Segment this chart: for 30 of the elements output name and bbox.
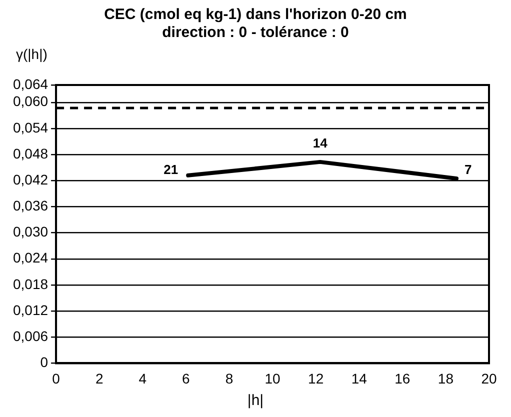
annotation: 14: [312, 136, 328, 151]
annotation: 21: [164, 162, 178, 177]
x-tick-label: 18: [438, 370, 454, 386]
y-tick-label: 0,060: [12, 93, 48, 110]
y-tick-label: 0,054: [12, 119, 48, 136]
x-tick-label: 6: [182, 370, 190, 386]
x-tick-label: 14: [351, 370, 368, 386]
chart-subtitle: direction : 0 - tolérance : 0: [161, 24, 350, 42]
x-tick-label: 20: [481, 370, 497, 386]
x-tick-label: 10: [264, 370, 281, 386]
chart-title: CEC (cmol eq kg-1) dans l'horizon 0-20 cm: [103, 6, 408, 24]
y-tick-label: 0,030: [12, 224, 48, 240]
y-tick-label: 0,042: [12, 171, 48, 188]
y-tick-label: 0,036: [12, 198, 48, 214]
annotation: 7: [464, 162, 472, 178]
x-tick-label: 4: [138, 370, 147, 386]
y-axis-title: γ(|h|): [16, 46, 48, 62]
x-tick-label: 2: [95, 370, 104, 386]
x-tick-label: 16: [394, 370, 410, 386]
y-tick-label: 0,064: [12, 76, 48, 92]
y-tick-label: 0,006: [12, 328, 48, 344]
y-tick-label: 0,024: [12, 250, 48, 266]
x-axis-title: |h|: [246, 392, 265, 409]
y-tick-label: 0,048: [12, 145, 48, 162]
x-tick-label: 8: [225, 370, 234, 386]
y-tick-label: 0,018: [12, 276, 48, 292]
y-tick-label: 0,012: [12, 302, 48, 318]
x-tick-label: 0: [52, 370, 60, 386]
x-tick-label: 12: [308, 370, 324, 386]
y-tick-label: 0: [40, 354, 48, 370]
